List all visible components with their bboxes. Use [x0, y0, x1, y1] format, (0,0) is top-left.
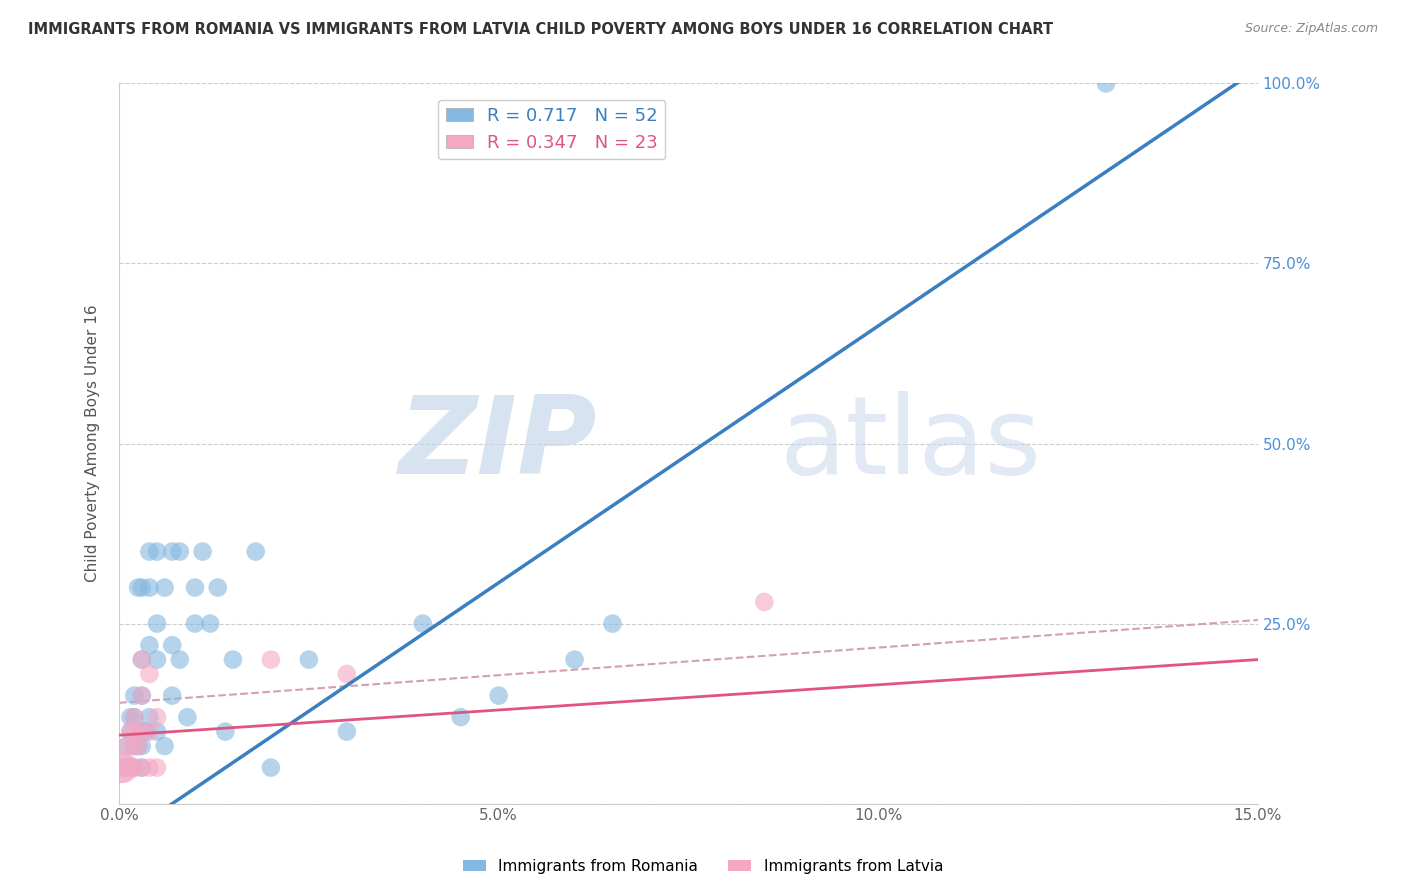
Point: [207, 581, 229, 595]
Point: [115, 739, 138, 753]
Point: [131, 724, 153, 739]
Point: [138, 667, 160, 681]
Point: [122, 761, 145, 775]
Point: [298, 652, 321, 666]
Point: [138, 638, 160, 652]
Point: [191, 544, 214, 558]
Point: [412, 616, 434, 631]
Text: ZIP: ZIP: [399, 391, 598, 497]
Point: [127, 739, 149, 753]
Point: [131, 724, 153, 739]
Point: [120, 710, 142, 724]
Point: [115, 761, 138, 775]
Point: [120, 761, 142, 775]
Point: [146, 710, 169, 724]
Point: [122, 724, 145, 739]
Point: [120, 724, 142, 739]
Point: [110, 761, 132, 775]
Point: [122, 689, 145, 703]
Point: [122, 761, 145, 775]
Point: [245, 544, 267, 558]
Point: [146, 724, 169, 739]
Point: [131, 652, 153, 666]
Point: [135, 724, 157, 739]
Point: [111, 761, 134, 775]
Point: [160, 689, 183, 703]
Point: [138, 724, 160, 739]
Point: [122, 739, 145, 753]
Point: [214, 724, 236, 739]
Point: [131, 689, 153, 703]
Point: [160, 544, 183, 558]
Point: [131, 761, 153, 775]
Text: IMMIGRANTS FROM ROMANIA VS IMMIGRANTS FROM LATVIA CHILD POVERTY AMONG BOYS UNDER: IMMIGRANTS FROM ROMANIA VS IMMIGRANTS FR…: [28, 22, 1053, 37]
Point: [131, 581, 153, 595]
Point: [127, 581, 149, 595]
Point: [120, 724, 142, 739]
Point: [127, 739, 149, 753]
Point: [146, 652, 169, 666]
Point: [153, 739, 176, 753]
Point: [1095, 77, 1118, 91]
Legend: R = 0.717   N = 52, R = 0.347   N = 23: R = 0.717 N = 52, R = 0.347 N = 23: [439, 100, 665, 159]
Point: [602, 616, 624, 631]
Point: [260, 652, 283, 666]
Point: [754, 595, 776, 609]
Point: [138, 761, 160, 775]
Text: atlas: atlas: [779, 391, 1042, 497]
Point: [111, 761, 134, 775]
Point: [131, 652, 153, 666]
Point: [120, 761, 142, 775]
Point: [169, 652, 191, 666]
Point: [450, 710, 472, 724]
Point: [564, 652, 586, 666]
Point: [146, 761, 169, 775]
Point: [488, 689, 510, 703]
Point: [184, 616, 207, 631]
Point: [131, 761, 153, 775]
Point: [146, 616, 169, 631]
Point: [122, 710, 145, 724]
Point: [336, 724, 359, 739]
Point: [260, 761, 283, 775]
Point: [122, 739, 145, 753]
Point: [138, 710, 160, 724]
Point: [138, 544, 160, 558]
Point: [115, 761, 138, 775]
Point: [336, 667, 359, 681]
Point: [222, 652, 245, 666]
Point: [153, 581, 176, 595]
Text: Source: ZipAtlas.com: Source: ZipAtlas.com: [1244, 22, 1378, 36]
Point: [169, 544, 191, 558]
Legend: Immigrants from Romania, Immigrants from Latvia: Immigrants from Romania, Immigrants from…: [457, 853, 949, 880]
Point: [131, 689, 153, 703]
Point: [115, 739, 138, 753]
Point: [184, 581, 207, 595]
Point: [146, 544, 169, 558]
Point: [138, 581, 160, 595]
Y-axis label: Child Poverty Among Boys Under 16: Child Poverty Among Boys Under 16: [86, 305, 100, 582]
Point: [198, 616, 221, 631]
Point: [160, 638, 183, 652]
Point: [131, 739, 153, 753]
Point: [176, 710, 198, 724]
Point: [122, 710, 145, 724]
